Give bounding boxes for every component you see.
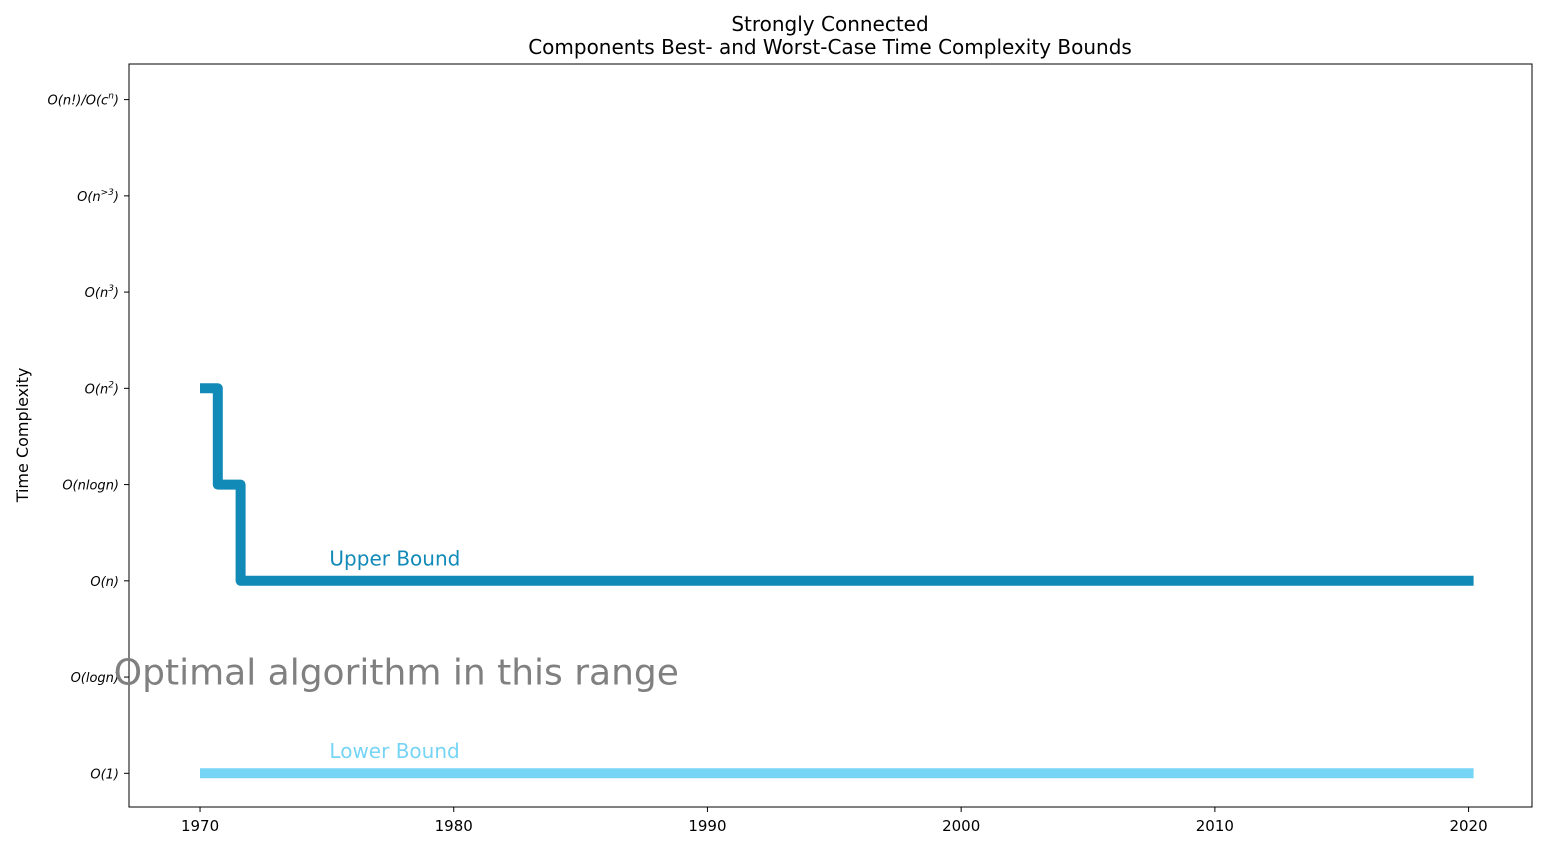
y-tick-label-7: O(n!)/O(cn) (48, 92, 119, 109)
x-tick-label-2: 1990 (688, 817, 726, 835)
y-tick-label-1: O(logn) (71, 671, 119, 686)
y-tick-label-5: O(n3) (85, 284, 119, 301)
series-layer (200, 383, 1474, 779)
x-tick-label-5: 2020 (1449, 817, 1487, 835)
series-label-0: Upper Bound (329, 547, 460, 571)
range-annotation: Optimal algorithm in this range (114, 652, 679, 693)
labels-layer: Upper Bound Lower Bound Optimal algorithm … (114, 547, 679, 763)
series-label-1: Lower Bound (329, 739, 459, 763)
x-tick-label-0: 1970 (181, 817, 219, 835)
x-tick-label-3: 2000 (942, 817, 980, 835)
y-tick-label-2: O(n) (90, 575, 119, 590)
y-tick-label-3: O(nlogn) (62, 479, 119, 494)
x-tick-label-1: 1980 (435, 817, 473, 835)
y-tick-label-4: O(n2) (85, 380, 119, 397)
series-line-0 (200, 383, 1474, 586)
x-axis-ticks: 1970 1980 1990 2000 2010 2020 (181, 807, 1488, 835)
plot-frame (128, 63, 1533, 808)
y-axis-label: Time Complexity (13, 368, 32, 504)
chart-title-line-1: Strongly Connected (731, 12, 928, 36)
y-axis-ticks: O(1) O(logn) O(n) O(nlogn) O(n2) O(n3) O(n>3) O… (48, 92, 129, 782)
y-tick-label-6: O(n>3) (77, 188, 119, 205)
x-tick-label-4: 2010 (1196, 817, 1234, 835)
y-tick-label-0: O(1) (90, 767, 119, 782)
chart-title-line-2: Components Best- and Worst-Case Time Com… (528, 35, 1132, 59)
